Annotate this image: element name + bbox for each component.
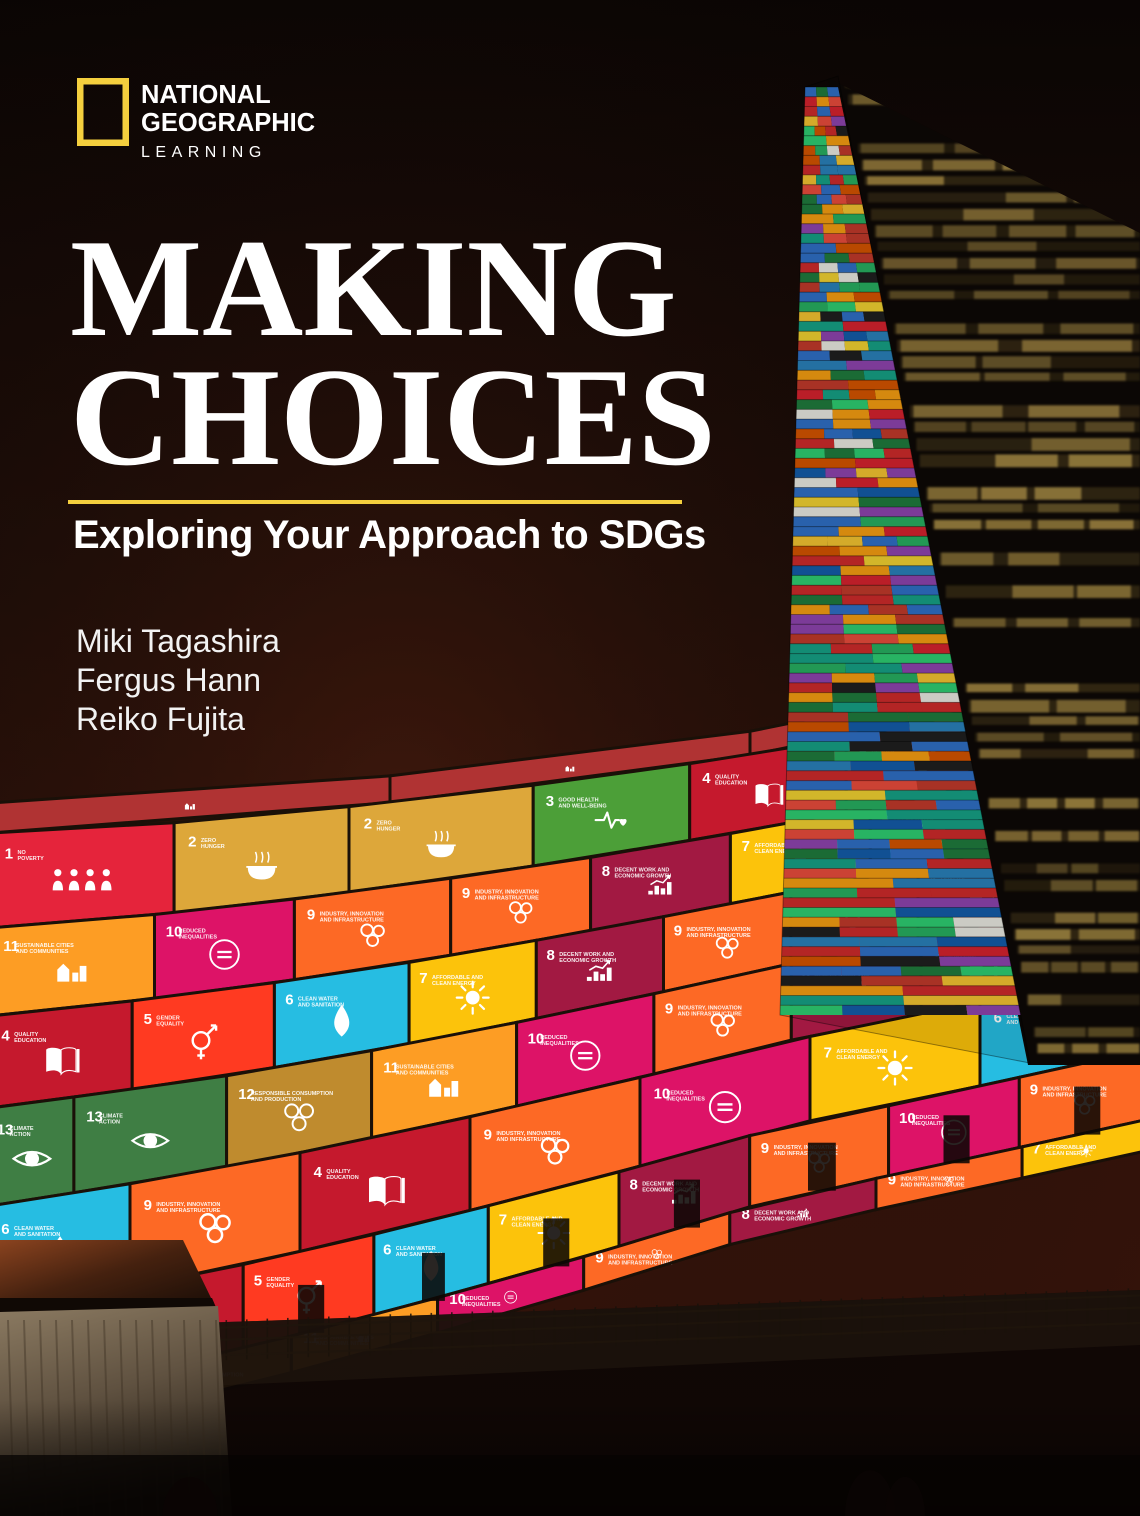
svg-text:AND INFRASTRUCTURE: AND INFRASTRUCTURE [496,1137,560,1143]
svg-text:5: 5 [144,1011,152,1028]
svg-text:AND INFRASTRUCTURE: AND INFRASTRUCTURE [900,1182,964,1188]
svg-text:8: 8 [630,1177,638,1194]
svg-text:EDUCATION: EDUCATION [326,1175,358,1181]
svg-text:9: 9 [674,922,682,939]
svg-text:7: 7 [824,1044,832,1061]
svg-text:CLEAN ENERGY: CLEAN ENERGY [432,981,476,987]
svg-text:4: 4 [314,1164,323,1181]
svg-text:6: 6 [383,1241,391,1258]
svg-text:AND SANITATION: AND SANITATION [298,1002,344,1008]
svg-text:9: 9 [307,907,315,924]
svg-text:AND INFRASTRUCTURE: AND INFRASTRUCTURE [687,933,751,939]
svg-text:AND COMMUNITIES: AND COMMUNITIES [396,1070,449,1076]
svg-text:AND INFRASTRUCTURE: AND INFRASTRUCTURE [678,1011,742,1017]
svg-text:AND PRODUCTION: AND PRODUCTION [251,1097,301,1103]
svg-text:EQUALITY: EQUALITY [156,1022,184,1028]
svg-text:INEQUALITIES: INEQUALITIES [462,1302,501,1308]
svg-text:ECONOMIC GROWTH: ECONOMIC GROWTH [615,874,672,880]
svg-text:AND WELL-BEING: AND WELL-BEING [558,804,606,810]
svg-text:8: 8 [547,947,555,964]
svg-text:EQUALITY: EQUALITY [266,1283,294,1289]
svg-text:4: 4 [1,1027,10,1044]
svg-text:ECONOMIC GROWTH: ECONOMIC GROWTH [754,1217,811,1223]
svg-text:4: 4 [702,770,711,787]
svg-text:INEQUALITIES: INEQUALITIES [666,1096,705,1102]
svg-text:1: 1 [5,845,13,862]
svg-text:EDUCATION: EDUCATION [14,1038,46,1044]
svg-text:7: 7 [419,970,427,987]
svg-text:AND INFRASTRUCTURE: AND INFRASTRUCTURE [475,896,539,902]
svg-text:8: 8 [602,863,610,880]
svg-text:ACTION: ACTION [99,1120,120,1126]
svg-text:CLEAN ENERGY: CLEAN ENERGY [836,1055,880,1061]
svg-text:5: 5 [254,1272,262,1289]
svg-text:9: 9 [144,1197,152,1214]
svg-text:AND INFRASTRUCTURE: AND INFRASTRUCTURE [320,918,384,924]
svg-text:AND INFRASTRUCTURE: AND INFRASTRUCTURE [156,1208,220,1214]
svg-text:2: 2 [364,816,372,833]
svg-text:6: 6 [1,1221,9,1238]
svg-text:HUNGER: HUNGER [201,844,225,850]
svg-text:ECONOMIC GROWTH: ECONOMIC GROWTH [559,958,616,964]
svg-text:EDUCATION: EDUCATION [715,781,747,787]
svg-text:7: 7 [742,838,750,855]
svg-text:INEQUALITIES: INEQUALITIES [540,1041,579,1047]
svg-text:INEQUALITIES: INEQUALITIES [179,934,218,940]
svg-text:9: 9 [1030,1082,1038,1099]
svg-text:CLEAN ENERGY: CLEAN ENERGY [1045,1151,1089,1157]
svg-text:2: 2 [188,833,196,850]
svg-text:9: 9 [761,1140,769,1157]
svg-text:9: 9 [484,1126,492,1143]
svg-text:3: 3 [546,793,554,810]
svg-text:9: 9 [462,885,470,902]
svg-text:ACTION: ACTION [10,1132,31,1138]
svg-text:POVERTY: POVERTY [18,856,45,862]
svg-text:9: 9 [665,1001,673,1018]
svg-text:6: 6 [285,992,293,1009]
svg-text:AND COMMUNITIES: AND COMMUNITIES [16,949,69,955]
svg-text:HUNGER: HUNGER [377,826,401,832]
svg-text:AND SANITATION: AND SANITATION [14,1232,60,1238]
svg-text:7: 7 [499,1212,507,1229]
